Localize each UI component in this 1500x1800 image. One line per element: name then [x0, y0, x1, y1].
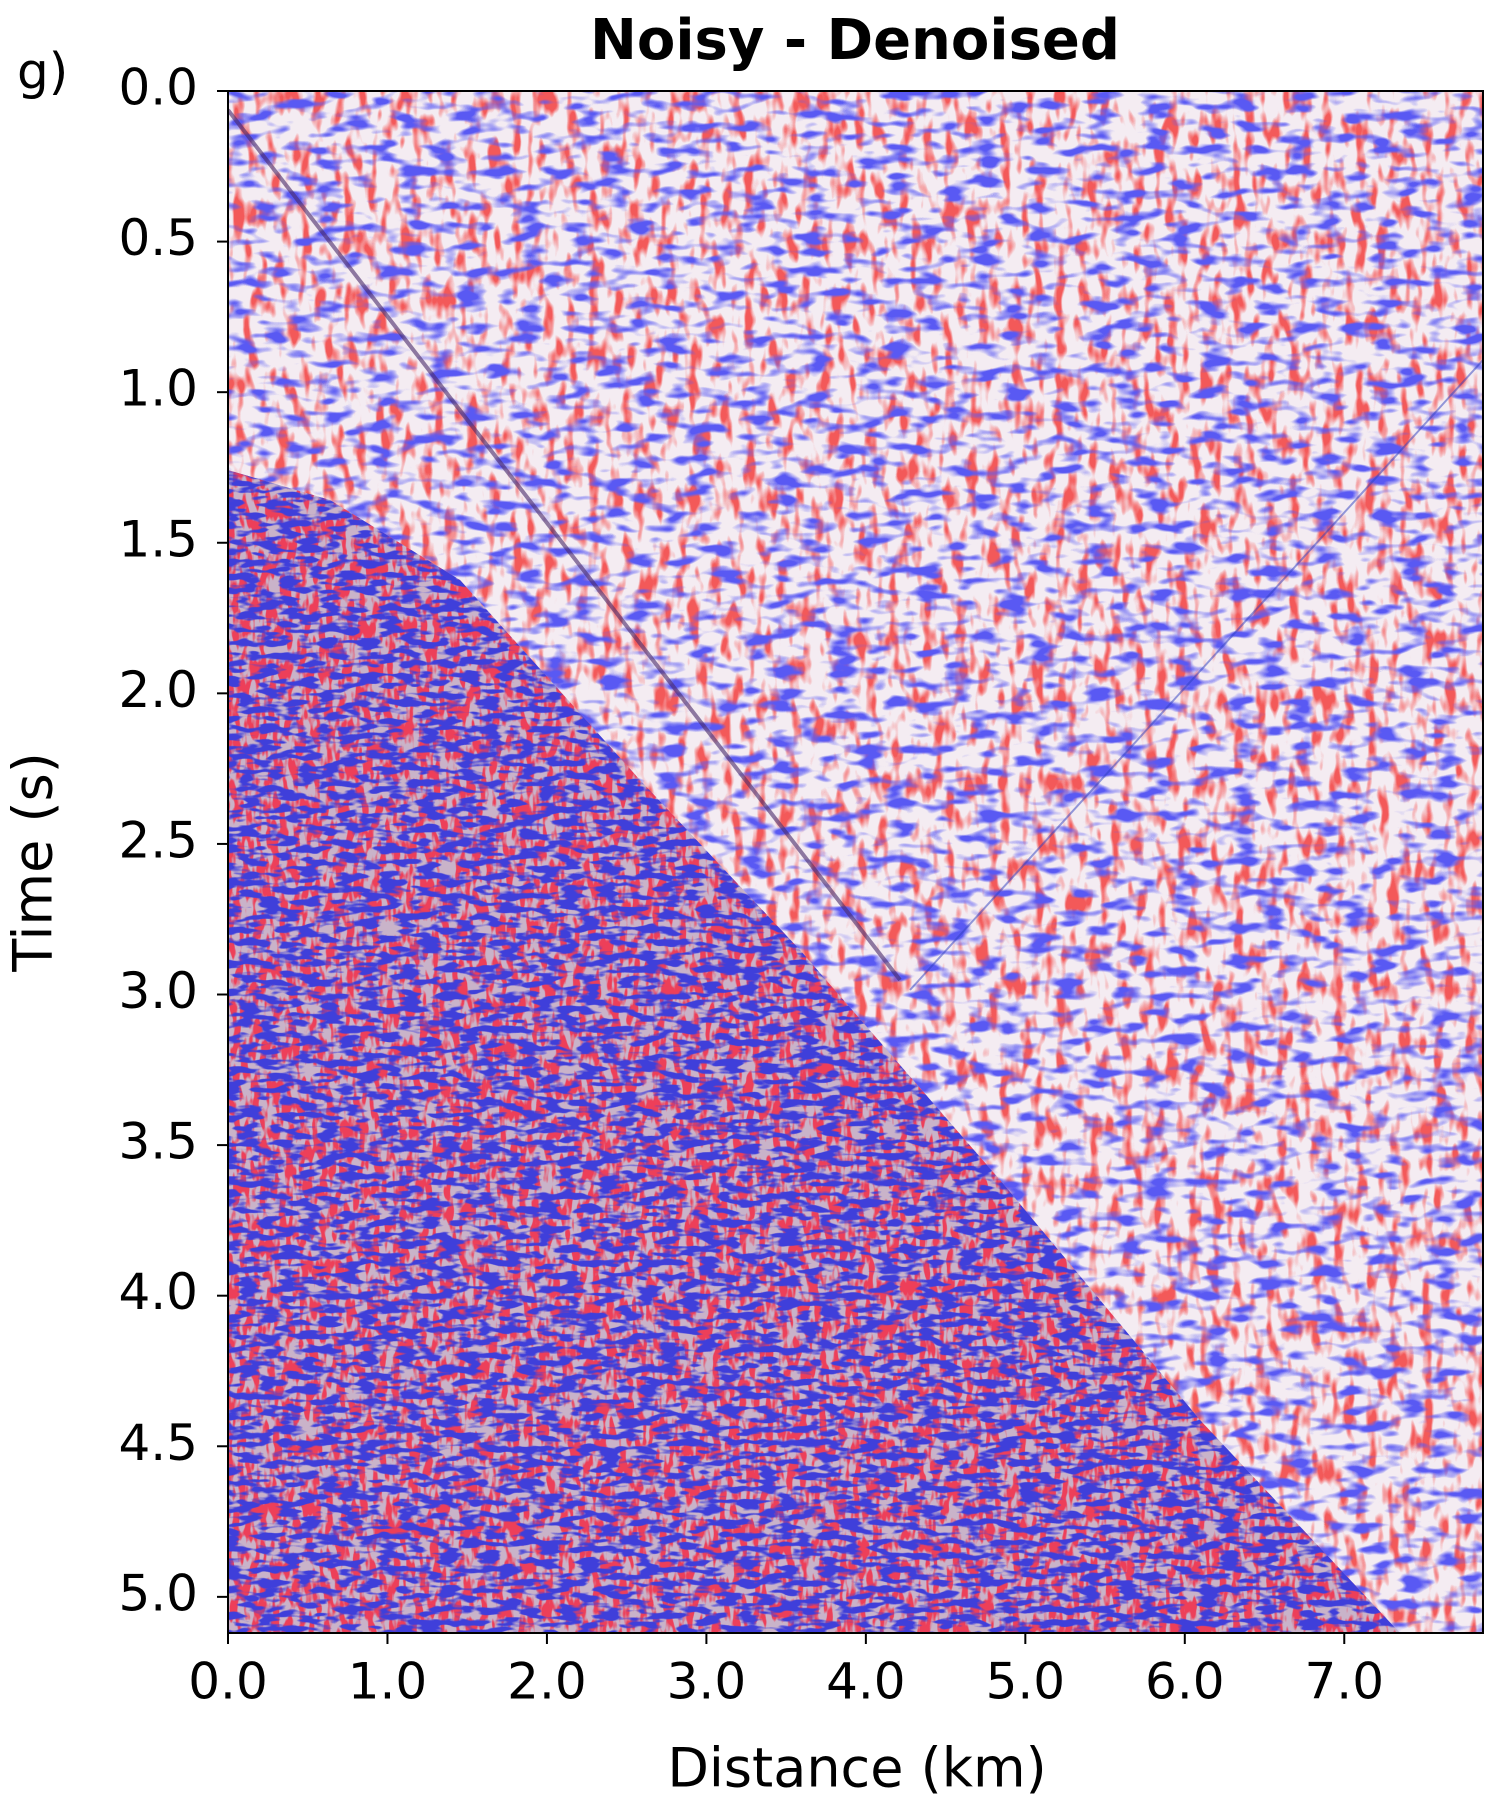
y-tick-label: 2.0	[118, 661, 198, 719]
y-tick-label: 3.5	[118, 1113, 198, 1171]
x-tick-label: 5.0	[986, 1653, 1066, 1711]
x-axis-label: Distance (km)	[667, 1737, 1046, 1800]
y-tick-label: 4.5	[118, 1414, 198, 1472]
plot-frame	[227, 90, 1484, 1634]
x-tick-label: 2.0	[507, 1653, 587, 1711]
x-tick-label: 4.0	[826, 1653, 906, 1711]
chart-title: Noisy - Denoised	[590, 8, 1120, 73]
y-axis-label: Time (s)	[2, 752, 65, 973]
y-tick-label: 3.0	[118, 962, 198, 1020]
panel-label: g)	[17, 43, 68, 101]
x-tick-label: 6.0	[1145, 1653, 1225, 1711]
x-tick-label: 7.0	[1304, 1653, 1384, 1711]
x-tick-label: 0.0	[188, 1653, 268, 1711]
y-tick-label: 1.5	[118, 510, 198, 568]
y-tick-label: 1.0	[118, 360, 198, 418]
y-tick-label: 2.5	[118, 811, 198, 869]
y-tick-label: 0.5	[118, 209, 198, 267]
x-tick-label: 3.0	[667, 1653, 747, 1711]
y-tick-label: 0.0	[118, 59, 198, 117]
y-tick-label: 5.0	[118, 1564, 198, 1622]
x-tick-label: 1.0	[348, 1653, 428, 1711]
seismic-image	[228, 91, 1483, 1633]
y-tick-label: 4.0	[118, 1263, 198, 1321]
